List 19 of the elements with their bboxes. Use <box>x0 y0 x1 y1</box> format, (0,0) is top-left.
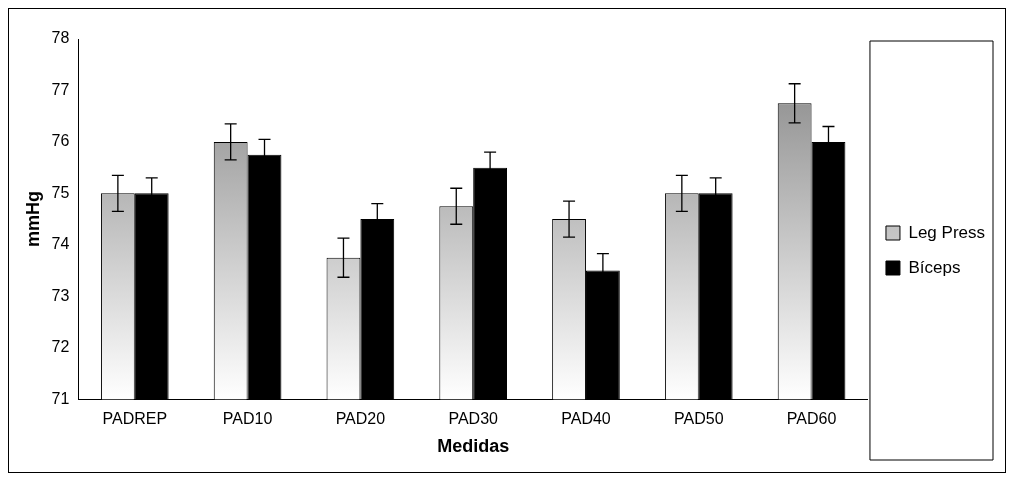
y-tick-label: 75 <box>51 183 70 201</box>
y-tick-label: 74 <box>51 235 70 253</box>
y-tick-label: 76 <box>51 132 70 150</box>
x-tick-label: PAD10 <box>222 410 273 428</box>
legend-label: Leg Press <box>908 222 986 242</box>
y-tick-label: 71 <box>51 389 70 407</box>
x-tick-label: PAD20 <box>335 410 386 428</box>
y-axis-title: mmHg <box>22 191 43 248</box>
y-tick-label: 72 <box>51 338 70 356</box>
x-tick-label: PAD60 <box>786 410 837 428</box>
x-axis-title: Medidas <box>437 436 510 457</box>
x-tick-label: PADREP <box>102 410 168 428</box>
x-tick-label: PAD30 <box>448 410 499 428</box>
x-tick-label: PAD40 <box>561 410 611 428</box>
legend-label: Bíceps <box>908 257 961 277</box>
y-tick-label: 73 <box>51 286 70 304</box>
y-tick-label: 78 <box>51 29 70 47</box>
y-tick-label: 77 <box>51 80 70 98</box>
x-tick-label: PAD50 <box>674 410 724 428</box>
